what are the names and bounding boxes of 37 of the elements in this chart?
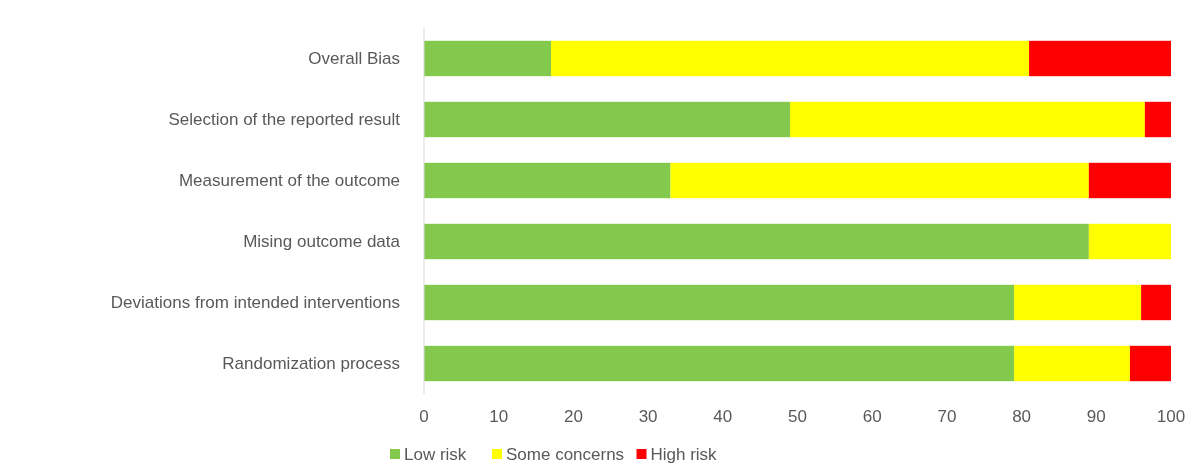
- x-tick-label: 80: [1012, 407, 1032, 426]
- bar: [424, 40, 551, 77]
- x-tick-label: 10: [489, 407, 509, 426]
- x-tick-label: 70: [937, 407, 957, 426]
- x-tick-label: 40: [713, 407, 733, 426]
- legend-label: Some concerns: [506, 445, 625, 464]
- x-tick-label: 20: [563, 407, 583, 426]
- y-tick-label: Mising outcome data: [243, 232, 401, 252]
- y-tick-label: Randomization process: [222, 354, 400, 374]
- bar: [670, 162, 1089, 199]
- legend-label: Low risk: [404, 445, 467, 464]
- y-tick-label: Measurement of the outcome: [178, 171, 400, 191]
- bar: [424, 345, 1015, 382]
- bar: [1088, 162, 1171, 199]
- x-tick-label: 30: [638, 407, 658, 426]
- x-tick-label: 90: [1086, 407, 1106, 426]
- bar: [1029, 40, 1171, 77]
- bar: [1014, 284, 1142, 321]
- y-tick-label: Selection of the reported result: [168, 110, 401, 130]
- bar: [424, 162, 671, 199]
- bar: [550, 40, 1030, 77]
- x-tick-label: 100: [1156, 407, 1186, 426]
- y-tick-label: Overall Bias: [308, 49, 400, 69]
- bar: [424, 284, 1015, 321]
- x-tick-label: 0: [419, 407, 429, 426]
- bar: [790, 101, 1145, 138]
- bar: [1141, 284, 1171, 321]
- x-tick-label: 60: [862, 407, 882, 426]
- y-tick-label: Deviations from intended interventions: [110, 293, 400, 313]
- bar: [424, 223, 1089, 260]
- bar: [1088, 223, 1171, 260]
- bar: [1014, 345, 1130, 382]
- bar: [1129, 345, 1172, 382]
- x-tick-label: 50: [788, 407, 807, 426]
- legend-label: High risk: [650, 445, 718, 464]
- bar: [424, 101, 791, 138]
- bar: [1144, 101, 1171, 138]
